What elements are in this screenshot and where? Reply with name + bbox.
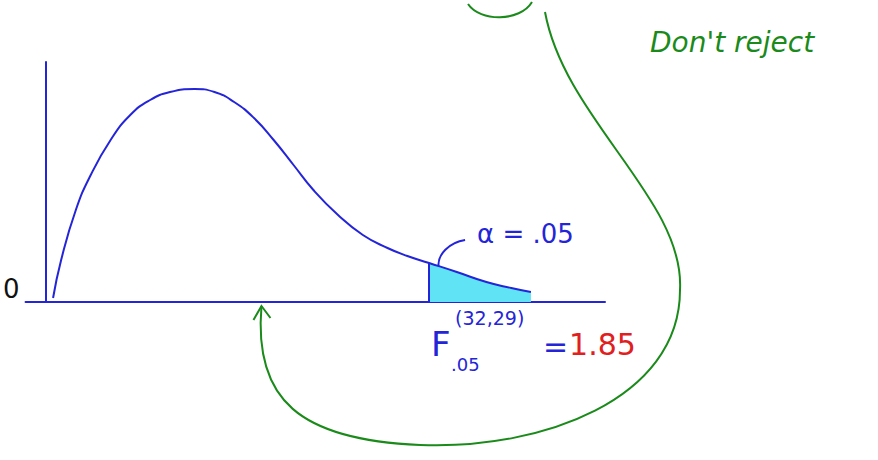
svg-text:1.85: 1.85	[569, 327, 636, 362]
svg-text:.05: .05	[451, 354, 480, 375]
svg-text:Don't reject: Don't reject	[650, 26, 815, 59]
svg-text:α = .05: α = .05	[477, 219, 574, 249]
svg-text:(32,29): (32,29)	[455, 307, 524, 329]
svg-text:F: F	[431, 324, 451, 364]
svg-text:0: 0	[3, 274, 20, 304]
svg-text:=: =	[543, 329, 568, 364]
